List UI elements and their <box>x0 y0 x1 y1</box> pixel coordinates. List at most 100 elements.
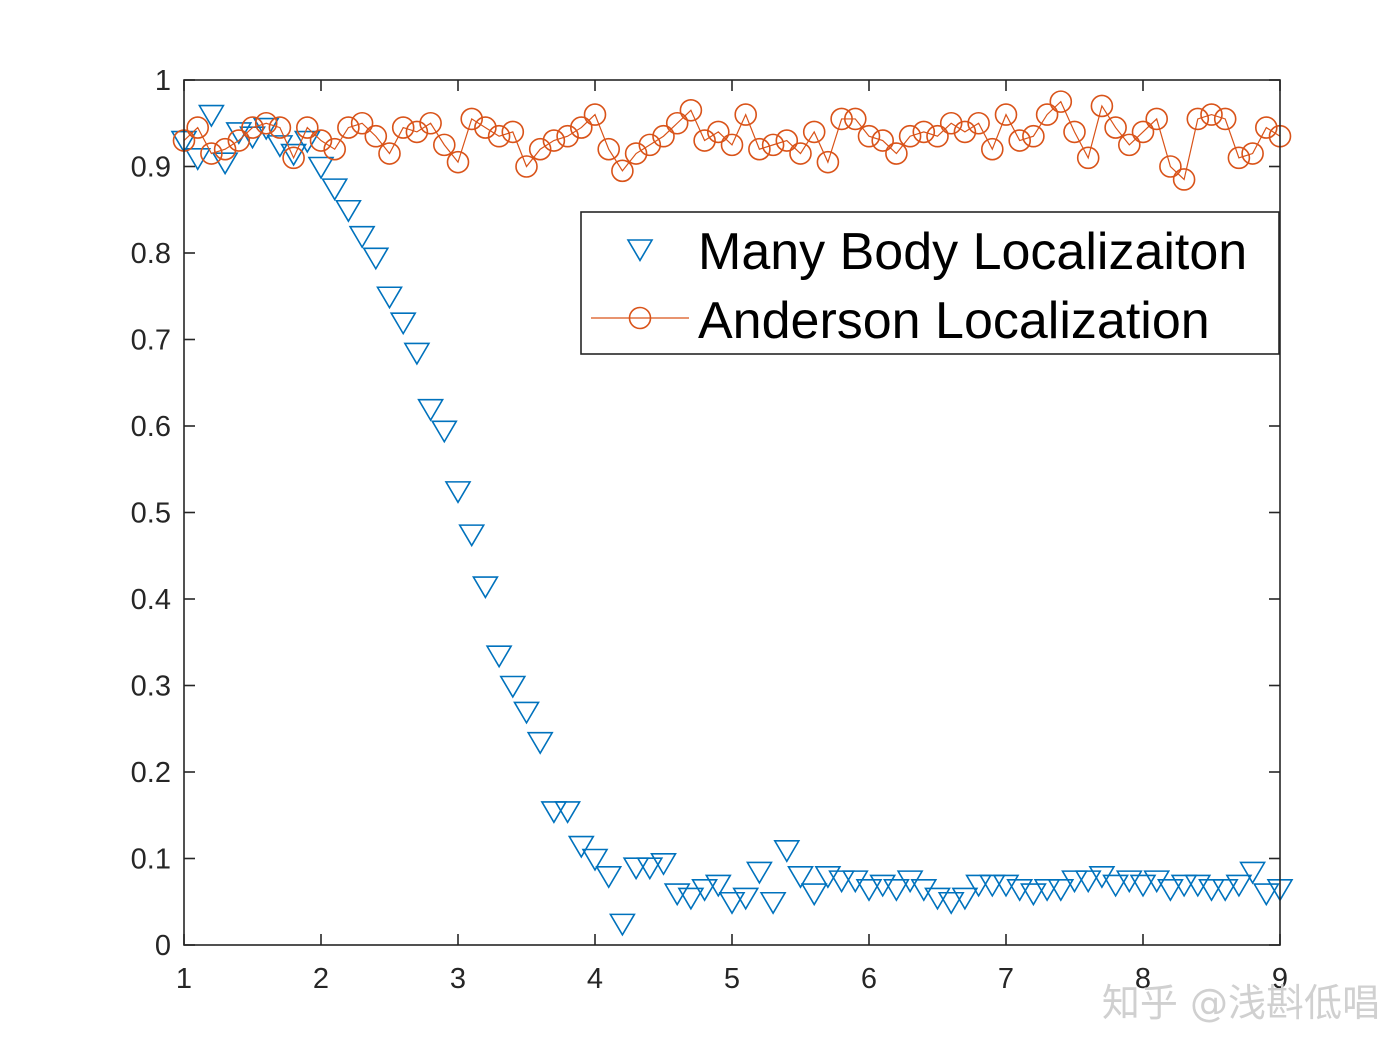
data-point-many-body-localizaiton <box>1239 861 1266 885</box>
data-point-anderson-localization <box>432 133 456 157</box>
data-point-many-body-localizaiton <box>1157 878 1184 902</box>
data-point-many-body-localizaiton <box>1102 874 1129 898</box>
data-point-many-body-localizaiton <box>1143 870 1171 894</box>
data-point-anderson-localization <box>268 116 292 139</box>
data-point-anderson-localization <box>1022 124 1045 148</box>
data-point-many-body-localizaiton <box>732 887 760 911</box>
data-point-anderson-localization <box>816 150 840 174</box>
data-point-many-body-localizaiton <box>910 878 938 902</box>
data-point-anderson-localization <box>1145 107 1168 131</box>
y-tick-label: 0 <box>155 930 171 962</box>
data-point-many-body-localizaiton <box>198 104 225 128</box>
data-point-many-body-localizaiton <box>622 857 650 881</box>
data-point-anderson-localization <box>994 103 1018 126</box>
series-line-anderson-localization <box>183 100 1281 181</box>
data-point-anderson-localization <box>583 103 607 126</box>
data-point-anderson-localization <box>898 124 922 148</box>
axes-box <box>183 79 1281 946</box>
y-tick-label: 0.9 <box>131 152 171 184</box>
data-point-many-body-localizaiton <box>430 420 458 444</box>
y-tick-label: 0.8 <box>131 238 171 270</box>
legend-marker-circle <box>628 306 652 330</box>
data-point-many-body-localizaiton <box>841 870 869 894</box>
data-point-many-body-localizaiton <box>362 247 390 271</box>
data-point-many-body-localizaiton <box>485 645 513 669</box>
x-tick-label: 2 <box>313 963 329 995</box>
data-point-anderson-localization <box>775 129 799 152</box>
legend-marker-triangle <box>626 239 654 262</box>
data-point-many-body-localizaiton <box>787 866 814 889</box>
data-point-many-body-localizaiton <box>335 199 362 223</box>
data-point-anderson-localization <box>624 142 648 165</box>
data-point-many-body-localizaiton <box>581 848 609 872</box>
data-point-anderson-localization <box>337 116 360 139</box>
data-point-anderson-localization <box>391 116 415 139</box>
data-point-many-body-localizaiton <box>746 861 773 885</box>
data-point-anderson-localization <box>1213 107 1237 131</box>
x-tick-label: 5 <box>724 963 740 995</box>
data-point-many-body-localizaiton <box>636 857 664 881</box>
data-point-anderson-localization <box>885 142 908 165</box>
watermark-text: 知乎 @浅斟低唱 <box>1102 981 1380 1025</box>
data-point-anderson-localization <box>350 111 374 135</box>
legend-box <box>580 211 1280 355</box>
x-tick-label: 6 <box>861 963 877 995</box>
data-point-anderson-localization <box>501 120 525 144</box>
data-point-anderson-localization <box>720 133 744 157</box>
data-point-anderson-localization <box>1104 116 1127 139</box>
data-point-many-body-localizaiton <box>883 878 910 902</box>
data-point-anderson-localization <box>405 120 429 144</box>
data-point-many-body-localizaiton <box>403 342 431 366</box>
data-point-anderson-localization <box>254 111 278 135</box>
data-point-anderson-localization <box>761 133 785 157</box>
data-point-many-body-localizaiton <box>1006 878 1034 902</box>
data-point-anderson-localization <box>569 116 593 139</box>
data-point-anderson-localization <box>1200 103 1223 126</box>
data-point-many-body-localizaiton <box>855 878 883 902</box>
data-point-anderson-localization <box>734 103 758 126</box>
data-point-many-body-localizaiton <box>1088 866 1116 889</box>
data-point-anderson-localization <box>857 124 881 148</box>
data-point-anderson-localization <box>953 120 977 144</box>
legend-entry-anderson: Anderson Localization <box>591 292 1210 350</box>
data-point-anderson-localization <box>693 129 716 152</box>
data-point-many-body-localizaiton <box>1129 874 1157 898</box>
data-point-many-body-localizaiton <box>266 135 294 158</box>
data-point-many-body-localizaiton <box>1211 878 1239 902</box>
legend-label-anderson: Anderson Localization <box>698 292 1210 350</box>
data-point-many-body-localizaiton <box>773 840 801 863</box>
legend: Many Body Localizaiton Anderson Localiza… <box>580 211 1280 355</box>
data-point-many-body-localizaiton <box>869 874 897 898</box>
data-point-anderson-localization <box>638 133 662 157</box>
data-point-anderson-localization <box>652 124 675 148</box>
data-point-many-body-localizaiton <box>704 874 732 898</box>
data-point-many-body-localizaiton <box>444 481 472 504</box>
x-tick-label: 8 <box>1135 963 1151 995</box>
data-point-anderson-localization <box>227 129 251 152</box>
data-point-anderson-localization <box>748 137 771 161</box>
data-point-many-body-localizaiton <box>595 866 623 889</box>
data-point-anderson-localization <box>241 116 264 139</box>
data-point-anderson-localization <box>665 111 689 135</box>
data-point-many-body-localizaiton <box>472 576 499 600</box>
x-tick-label: 4 <box>587 963 603 995</box>
x-tick-label: 1 <box>176 963 192 995</box>
data-point-anderson-localization <box>1227 146 1251 170</box>
data-point-anderson-localization <box>679 98 703 122</box>
data-point-many-body-localizaiton <box>1252 883 1280 907</box>
data-point-anderson-localization <box>597 137 621 161</box>
data-point-anderson-localization <box>1049 90 1073 113</box>
data-point-many-body-localizaiton <box>677 887 705 911</box>
data-point-anderson-localization <box>1063 120 1086 144</box>
data-point-many-body-localizaiton <box>417 398 444 422</box>
data-point-anderson-localization <box>1172 168 1196 191</box>
data-point-anderson-localization <box>1255 116 1278 139</box>
data-point-many-body-localizaiton <box>691 878 718 902</box>
data-point-many-body-localizaiton <box>1033 878 1061 902</box>
data-point-anderson-localization <box>474 116 497 139</box>
data-point-many-body-localizaiton <box>1061 870 1088 894</box>
data-point-many-body-localizaiton <box>759 891 787 915</box>
data-point-anderson-localization <box>446 150 470 174</box>
data-point-many-body-localizaiton <box>1074 870 1102 894</box>
data-point-anderson-localization <box>186 116 209 139</box>
